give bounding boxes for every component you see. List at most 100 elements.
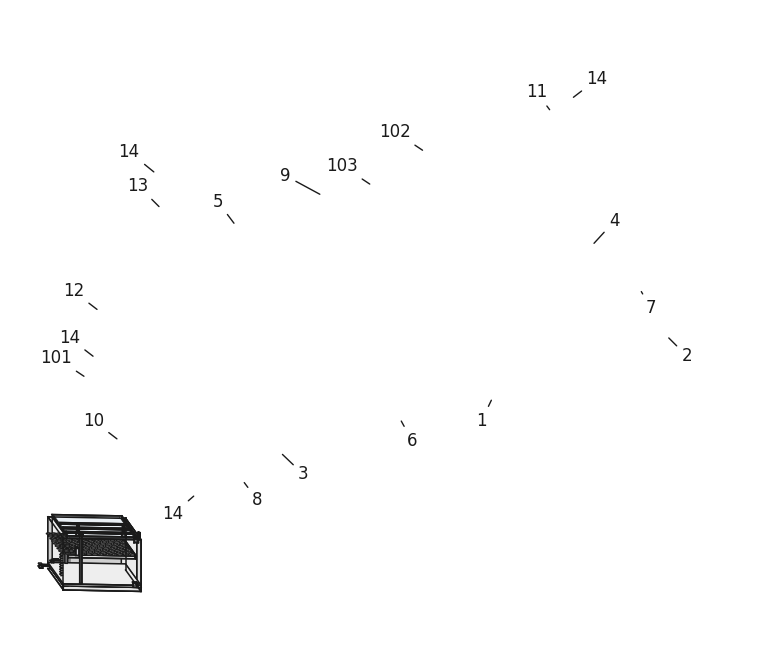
Ellipse shape: [111, 554, 116, 556]
Polygon shape: [66, 532, 134, 534]
Ellipse shape: [79, 538, 84, 540]
Ellipse shape: [85, 538, 90, 540]
Ellipse shape: [67, 548, 72, 550]
Polygon shape: [52, 514, 137, 537]
Polygon shape: [75, 547, 79, 548]
Ellipse shape: [93, 553, 98, 555]
Ellipse shape: [56, 540, 62, 542]
Text: 14: 14: [574, 70, 608, 97]
Text: 10: 10: [82, 412, 117, 439]
Ellipse shape: [81, 545, 84, 546]
Ellipse shape: [58, 540, 60, 542]
Ellipse shape: [94, 537, 97, 538]
Ellipse shape: [113, 554, 115, 555]
Text: 1: 1: [476, 400, 491, 430]
Ellipse shape: [62, 544, 67, 546]
Polygon shape: [78, 532, 83, 534]
Ellipse shape: [79, 547, 84, 548]
Ellipse shape: [59, 543, 62, 544]
Ellipse shape: [116, 539, 121, 541]
Ellipse shape: [96, 541, 101, 543]
Text: 14: 14: [59, 329, 93, 356]
Ellipse shape: [72, 553, 74, 554]
Ellipse shape: [70, 551, 73, 552]
Ellipse shape: [108, 550, 113, 551]
Polygon shape: [38, 563, 42, 565]
Ellipse shape: [79, 547, 82, 548]
Ellipse shape: [55, 543, 57, 544]
Ellipse shape: [100, 537, 103, 538]
Polygon shape: [126, 518, 141, 587]
Ellipse shape: [114, 544, 117, 545]
Ellipse shape: [93, 545, 98, 547]
Polygon shape: [136, 540, 141, 587]
Ellipse shape: [126, 552, 130, 553]
Ellipse shape: [66, 540, 69, 542]
Ellipse shape: [106, 554, 109, 555]
Ellipse shape: [95, 552, 98, 553]
Ellipse shape: [83, 549, 89, 551]
Polygon shape: [48, 565, 141, 587]
Ellipse shape: [48, 535, 53, 537]
Polygon shape: [126, 566, 141, 591]
Ellipse shape: [114, 541, 120, 543]
Ellipse shape: [46, 533, 51, 534]
Polygon shape: [121, 518, 136, 587]
Polygon shape: [76, 548, 79, 556]
Ellipse shape: [102, 549, 107, 551]
Ellipse shape: [60, 538, 66, 540]
Polygon shape: [39, 565, 42, 568]
Ellipse shape: [105, 554, 110, 556]
Polygon shape: [65, 533, 69, 538]
Ellipse shape: [76, 543, 79, 544]
Text: 13: 13: [127, 176, 159, 207]
Polygon shape: [121, 518, 141, 540]
Ellipse shape: [111, 545, 116, 547]
Ellipse shape: [106, 552, 112, 554]
Text: 2: 2: [668, 338, 692, 365]
Ellipse shape: [64, 543, 67, 544]
Ellipse shape: [97, 541, 100, 542]
Ellipse shape: [82, 537, 85, 538]
Text: 101: 101: [41, 349, 84, 377]
Ellipse shape: [100, 535, 106, 536]
Polygon shape: [38, 566, 42, 568]
Polygon shape: [134, 538, 139, 543]
Ellipse shape: [65, 543, 67, 544]
Ellipse shape: [82, 551, 87, 553]
Ellipse shape: [62, 541, 66, 542]
Ellipse shape: [59, 550, 63, 552]
Text: 5: 5: [213, 192, 234, 223]
Ellipse shape: [60, 538, 65, 540]
Polygon shape: [132, 582, 137, 583]
Ellipse shape: [56, 533, 61, 534]
Text: 3: 3: [282, 454, 308, 483]
Ellipse shape: [74, 544, 79, 546]
Ellipse shape: [120, 541, 126, 543]
Ellipse shape: [58, 533, 60, 534]
Ellipse shape: [61, 538, 64, 539]
Ellipse shape: [70, 543, 73, 544]
Ellipse shape: [89, 549, 95, 551]
Ellipse shape: [63, 543, 69, 544]
Ellipse shape: [123, 546, 129, 548]
Ellipse shape: [55, 545, 60, 547]
Ellipse shape: [63, 548, 66, 549]
Ellipse shape: [76, 542, 81, 544]
Ellipse shape: [62, 545, 66, 546]
Ellipse shape: [106, 535, 112, 536]
Ellipse shape: [111, 537, 116, 539]
Ellipse shape: [106, 537, 109, 538]
Ellipse shape: [83, 543, 86, 544]
Ellipse shape: [80, 545, 86, 546]
Ellipse shape: [113, 543, 118, 545]
Ellipse shape: [53, 542, 59, 544]
Ellipse shape: [69, 545, 72, 546]
Ellipse shape: [67, 547, 70, 548]
Text: 102: 102: [379, 123, 423, 151]
Ellipse shape: [68, 548, 71, 549]
Ellipse shape: [88, 545, 90, 546]
Ellipse shape: [68, 544, 73, 546]
Ellipse shape: [56, 536, 59, 537]
Ellipse shape: [77, 534, 80, 536]
